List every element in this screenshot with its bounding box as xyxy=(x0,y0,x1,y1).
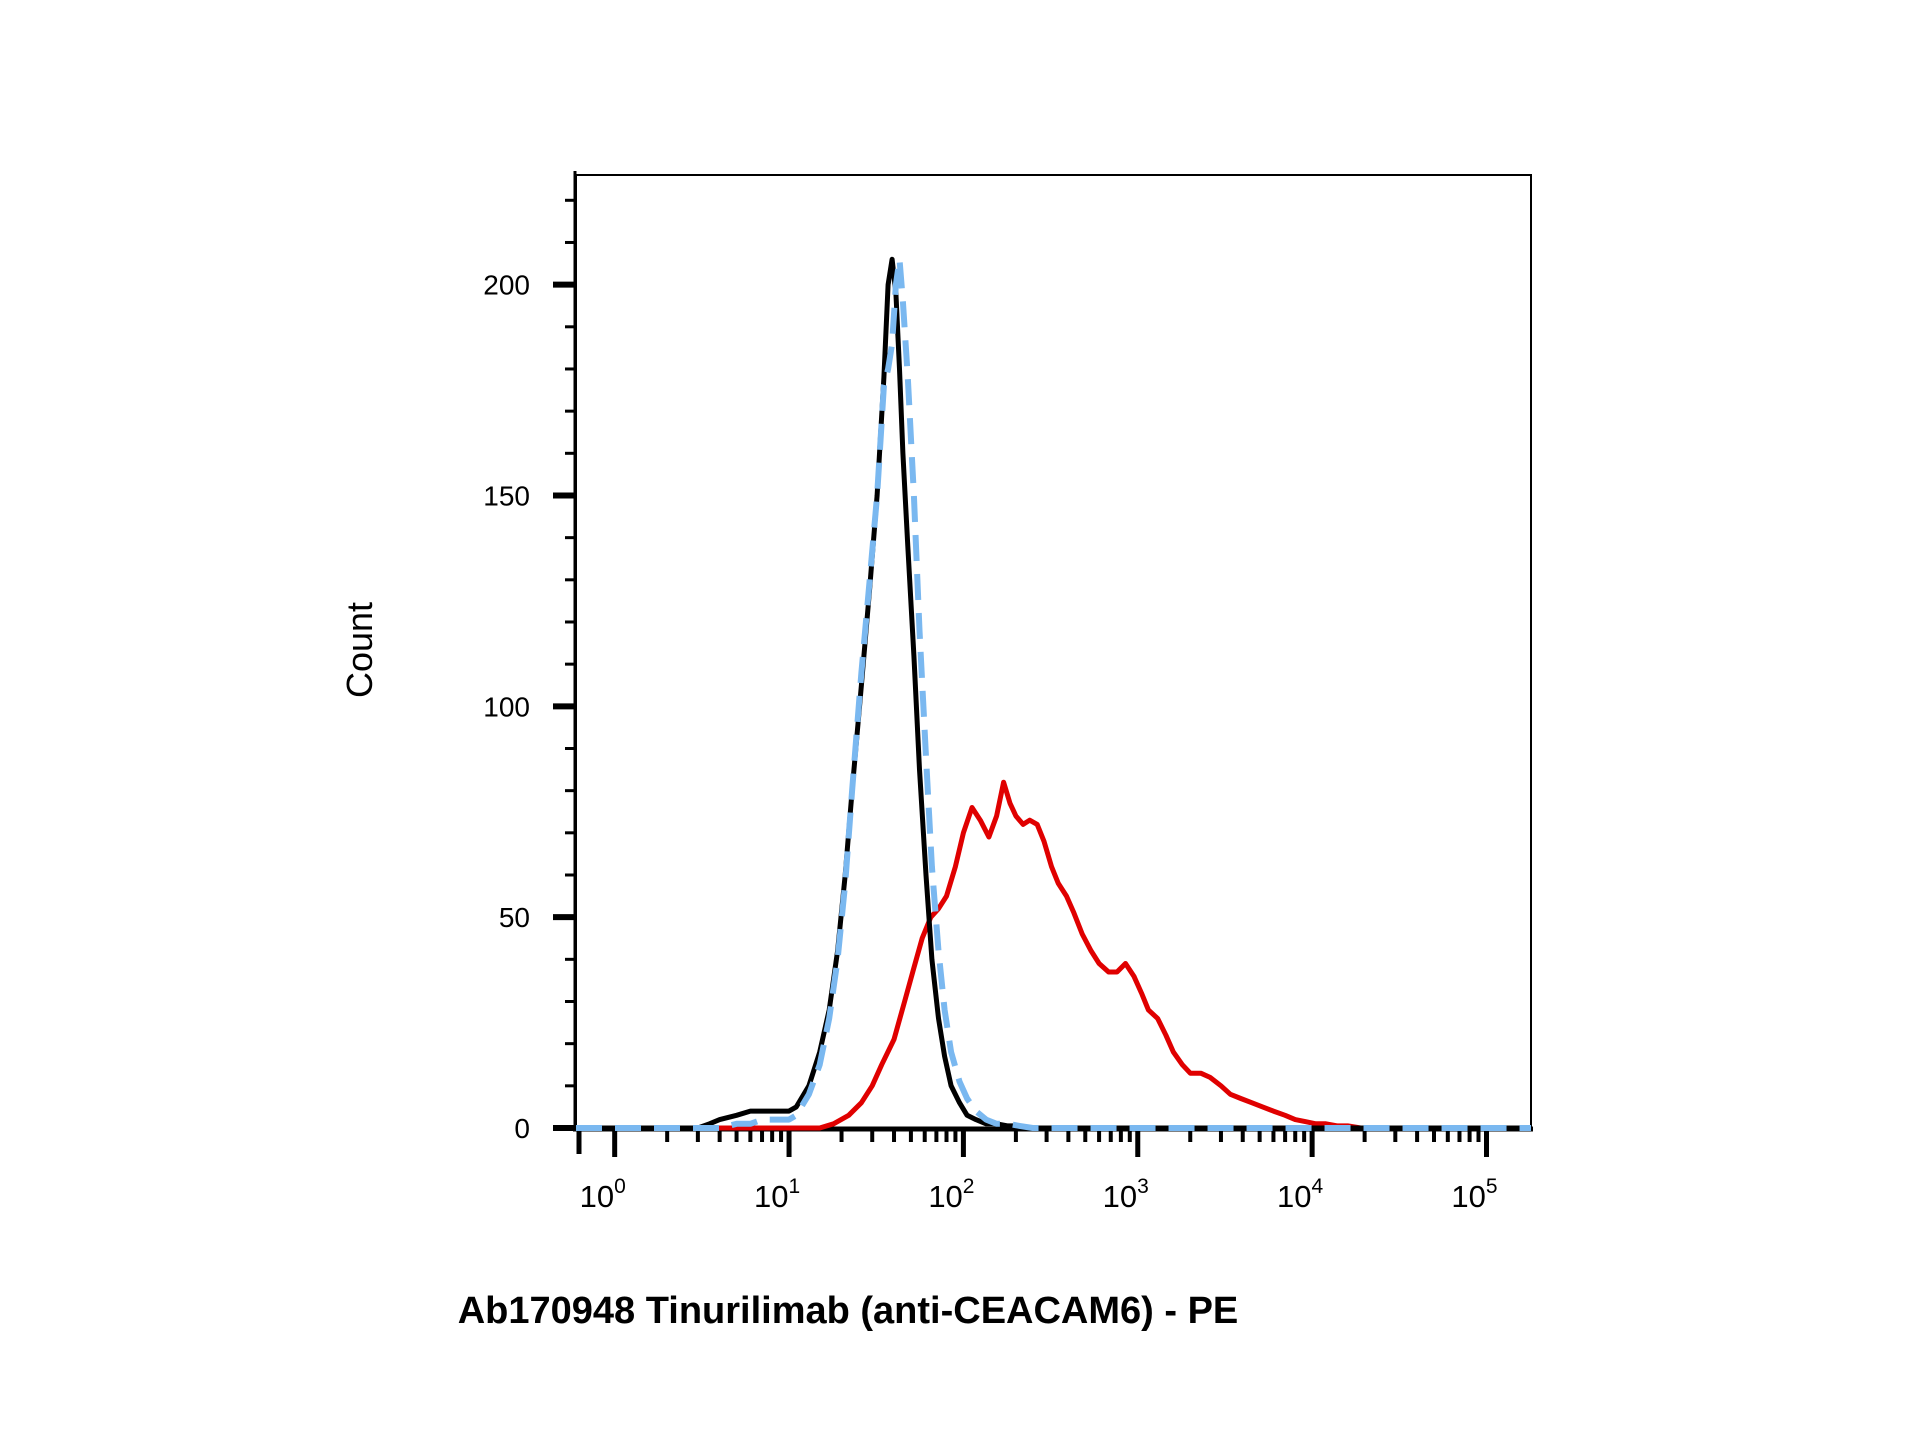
x-tick-label: 101 xyxy=(754,1175,800,1214)
x-tick-label: 100 xyxy=(580,1175,626,1214)
x-axis-title: Ab170948 Tinurilimab (anti-CEACAM6) - PE xyxy=(458,1290,1239,1332)
series-line-3 xyxy=(576,256,1531,1131)
x-tick-exponent: 5 xyxy=(1486,1175,1498,1198)
x-axis: 100 101 102 103 104 105 xyxy=(573,1126,1533,1214)
x-tick-base: 10 xyxy=(580,1179,614,1214)
x-tick-base: 10 xyxy=(754,1179,788,1214)
x-tick-exponent: 0 xyxy=(614,1175,626,1198)
y-tick-label: 200 xyxy=(483,270,530,301)
x-tick-base: 10 xyxy=(1451,1179,1485,1214)
x-tick-base: 10 xyxy=(1277,1179,1311,1214)
x-tick-exponent: 4 xyxy=(1312,1175,1324,1198)
y-axis-title: Count xyxy=(339,602,380,698)
x-tick-exponent: 1 xyxy=(788,1175,800,1198)
x-tick-label: 102 xyxy=(928,1175,974,1214)
x-tick-exponent: 2 xyxy=(963,1175,975,1198)
series-line-2 xyxy=(576,256,1531,1131)
y-tick-label: 150 xyxy=(483,480,530,511)
x-tick-label: 103 xyxy=(1103,1175,1149,1214)
x-tick-label: 104 xyxy=(1277,1175,1323,1214)
y-tick-label: 0 xyxy=(514,1113,530,1144)
x-tick-exponent: 3 xyxy=(1137,1175,1149,1198)
y-axis: 0 50 100 150 200 xyxy=(483,171,577,1144)
y-tick-label: 50 xyxy=(499,902,530,933)
series-line-1 xyxy=(576,779,1531,1131)
x-tick-base: 10 xyxy=(928,1179,962,1214)
y-tick-label: 100 xyxy=(483,691,530,722)
series-layer xyxy=(576,256,1531,1131)
plot-frame xyxy=(575,174,1532,1129)
x-tick-base: 10 xyxy=(1103,1179,1137,1214)
x-tick-label: 105 xyxy=(1451,1175,1497,1214)
